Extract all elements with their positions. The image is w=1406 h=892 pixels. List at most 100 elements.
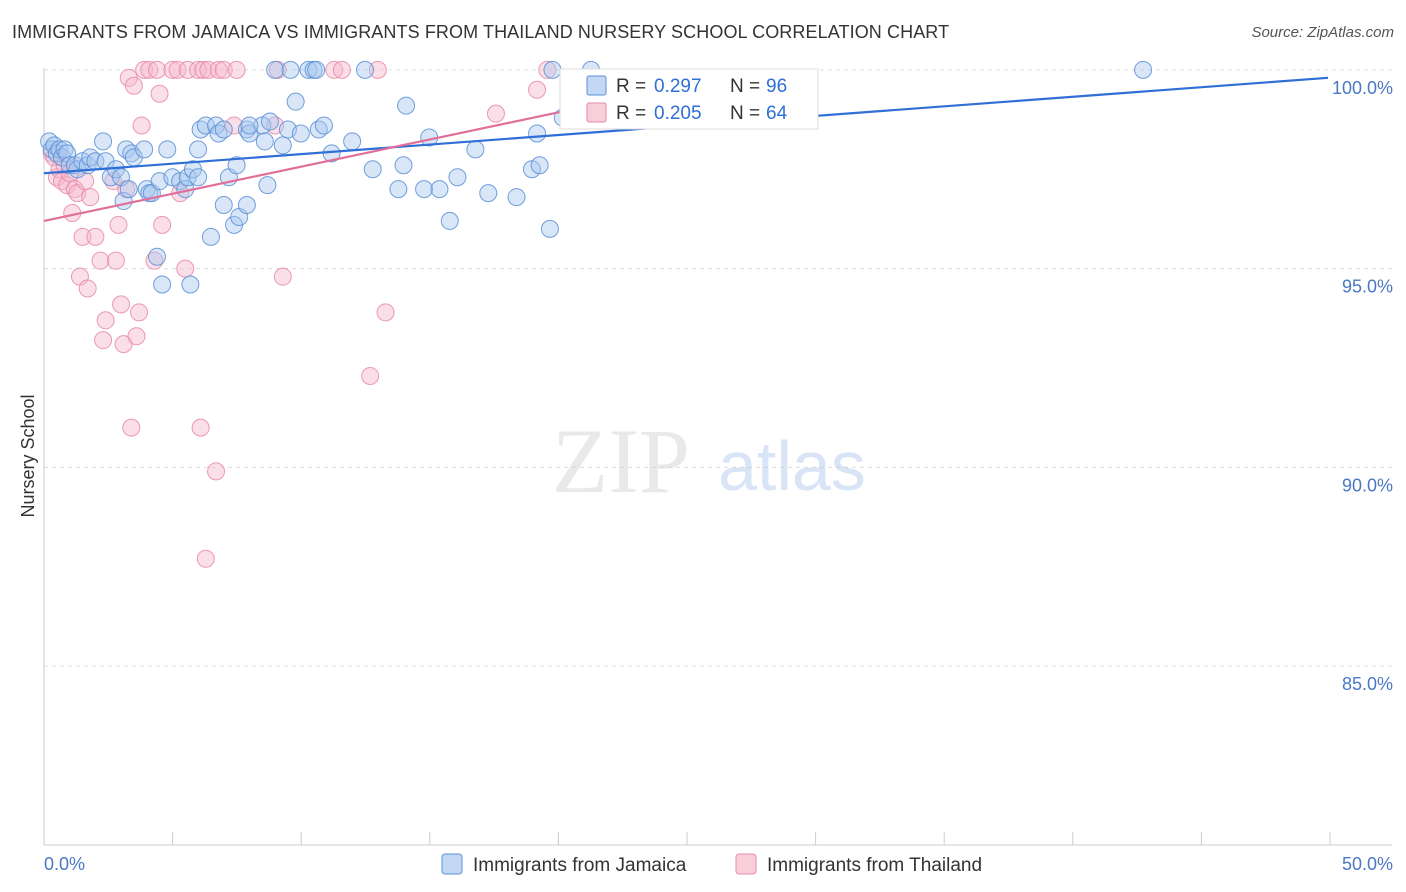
jamaica-point [189, 140, 208, 159]
jamaica-point [158, 140, 177, 159]
stats-swatch-thailand [586, 102, 607, 123]
thailand-point [114, 335, 133, 354]
jamaica-point [260, 112, 279, 131]
jamaica-point [227, 156, 246, 175]
jamaica-point [507, 188, 526, 207]
thailand-point [112, 295, 131, 314]
jamaica-point [189, 168, 208, 187]
stats-legend: R = 0.297 N = 96 R = 0.205 N = 64 [559, 68, 819, 130]
thailand-point [122, 418, 141, 437]
jamaica-point [440, 211, 459, 230]
y-tick-labels: 85.0% 90.0% 95.0% 100.0% [1332, 78, 1393, 694]
jamaica-point [543, 60, 562, 79]
thailand-point [86, 227, 105, 246]
jamaica-point [240, 124, 259, 143]
trend-line-thailand [43, 100, 610, 223]
stats-r-value-jamaica: 0.297 [654, 76, 702, 97]
jamaica-point [237, 196, 256, 215]
jamaica-point [307, 60, 326, 79]
jamaica-point [397, 96, 416, 115]
grid-lines [44, 69, 1392, 667]
x-tick-label-min: 0.0% [44, 854, 85, 874]
axes [43, 68, 1392, 846]
jamaica-point [240, 116, 259, 135]
thailand-point [163, 60, 182, 79]
thailand-point [189, 60, 208, 79]
y-tick-label: 95.0% [1342, 277, 1393, 297]
thailand-point [81, 188, 100, 207]
jamaica-point [466, 140, 485, 159]
thailand-point [207, 462, 226, 481]
thailand-point [361, 366, 380, 385]
jamaica-point [266, 60, 285, 79]
jamaica-point [314, 116, 333, 135]
jamaica-point [356, 60, 374, 79]
thailand-point [124, 76, 143, 95]
jamaica-point [201, 227, 220, 246]
jamaica-point [135, 140, 154, 159]
stats-r-value-thailand: 0.205 [654, 103, 702, 124]
series-legend: Immigrants from Jamaica Immigrants from … [441, 853, 982, 876]
jamaica-point [286, 92, 305, 111]
jamaica-point [479, 184, 498, 203]
y-tick-label: 90.0% [1342, 475, 1393, 495]
thailand-point [178, 60, 197, 79]
jamaica-point [448, 168, 467, 187]
thailand-point [368, 60, 387, 79]
jamaica-point [94, 132, 113, 151]
thailand-point [191, 418, 210, 437]
y-tick-label: 85.0% [1342, 674, 1393, 694]
legend-swatch-thailand [735, 853, 757, 875]
thailand-point [486, 104, 505, 123]
thailand-point [194, 60, 213, 79]
stats-r-label-thailand: R = [616, 103, 646, 124]
jamaica-point [181, 275, 200, 294]
jamaica-point [1134, 60, 1153, 79]
jamaica-point [528, 124, 547, 143]
thailand-point [168, 60, 187, 79]
thailand-point [153, 215, 172, 234]
thailand-point [538, 60, 557, 79]
jamaica-point [394, 156, 413, 175]
jamaica-point [153, 275, 172, 294]
jamaica-point [119, 180, 138, 199]
jamaica-point [281, 60, 300, 79]
legend-swatch-jamaica [441, 853, 463, 875]
stats-n-value-thailand: 64 [766, 103, 788, 124]
x-axis-ticks [43, 832, 1331, 845]
thailand-point [140, 60, 159, 79]
stats-n-label-thailand: N = [730, 103, 760, 124]
jamaica-point [255, 132, 274, 151]
legend-label-thailand: Immigrants from Thailand [767, 855, 982, 876]
thailand-point [73, 227, 92, 246]
thailand-point [96, 311, 115, 330]
thailand-point [127, 327, 146, 346]
stats-n-label-jamaica: N = [730, 76, 760, 97]
stats-r-label-jamaica: R = [616, 76, 646, 97]
jamaica-point [214, 196, 233, 215]
thailand-point [209, 60, 228, 79]
jamaica-point [530, 156, 549, 175]
jamaica-point [196, 116, 215, 135]
jamaica-point [343, 132, 362, 151]
jamaica-point [415, 180, 434, 199]
jamaica-point [540, 219, 559, 238]
legend-label-jamaica: Immigrants from Jamaica [473, 855, 687, 876]
watermark-zip: ZIP [552, 410, 690, 512]
thailand-point [91, 251, 110, 270]
thailand-point [132, 116, 151, 135]
y-tick-label: 100.0% [1332, 78, 1393, 98]
thailand-point [528, 80, 547, 99]
thailand-point [199, 60, 218, 79]
jamaica-point [273, 136, 292, 155]
stats-swatch-jamaica [586, 75, 607, 96]
thailand-point [227, 60, 246, 79]
jamaica-point [214, 120, 233, 139]
jamaica-point [299, 60, 318, 79]
thailand-point [135, 60, 154, 79]
thailand-point [94, 331, 113, 350]
thailand-point [332, 60, 351, 79]
jamaica-point [363, 160, 382, 179]
thailand-point [130, 303, 149, 322]
